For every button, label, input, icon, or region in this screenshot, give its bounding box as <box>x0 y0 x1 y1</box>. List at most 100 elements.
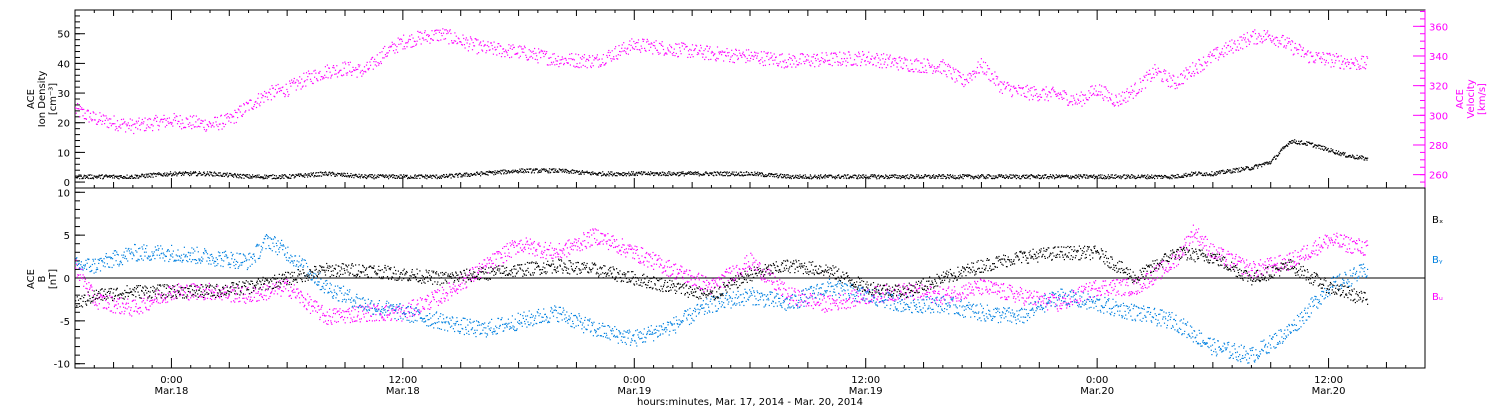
velocity-point <box>963 85 965 88</box>
density-point <box>573 170 575 172</box>
velocity-point <box>1039 93 1041 96</box>
density-point <box>868 176 870 178</box>
velocity-point <box>1001 92 1003 94</box>
bz-point <box>422 306 424 308</box>
velocity-point <box>1165 70 1167 72</box>
velocity-point <box>835 52 837 54</box>
velocity-point <box>883 53 885 55</box>
density-point <box>167 173 169 175</box>
density-point <box>1238 167 1240 169</box>
velocity-point <box>78 108 80 110</box>
velocity-point <box>521 51 523 53</box>
density-point <box>761 172 763 174</box>
density-point <box>929 175 931 177</box>
velocity-point <box>530 55 532 57</box>
velocity-point <box>997 84 999 86</box>
bz-point <box>240 290 242 292</box>
density-point <box>1287 142 1289 145</box>
velocity-point <box>866 56 868 58</box>
density-point <box>1251 168 1253 170</box>
density-point <box>116 176 118 178</box>
bz-point <box>80 276 82 279</box>
density-point <box>727 172 729 174</box>
bz-point <box>432 293 434 295</box>
velocity-point <box>1082 94 1084 96</box>
bz-point <box>385 306 387 308</box>
density-point <box>359 175 361 178</box>
velocity-point <box>1202 69 1204 71</box>
density-point <box>1338 154 1340 156</box>
velocity-point <box>1182 83 1184 85</box>
velocity-point <box>1101 85 1103 87</box>
density-point <box>724 175 726 177</box>
velocity-point <box>870 58 872 60</box>
velocity-point <box>1022 87 1024 89</box>
density-point <box>243 177 245 179</box>
velocity-point <box>81 108 83 111</box>
density-point <box>1210 174 1212 176</box>
density-point <box>1194 172 1196 174</box>
velocity-point <box>873 57 875 59</box>
velocity-point <box>866 56 868 59</box>
density-point <box>1165 175 1167 177</box>
velocity-point <box>941 72 943 75</box>
bz-point <box>298 297 301 299</box>
velocity-point <box>752 55 754 57</box>
velocity-point <box>1003 84 1005 86</box>
velocity-point <box>823 62 825 64</box>
density-point <box>1156 175 1158 177</box>
density-point <box>440 177 442 179</box>
density-point <box>676 172 678 174</box>
velocity-point <box>693 49 695 52</box>
velocity-point <box>97 121 99 123</box>
density-point <box>1261 166 1263 168</box>
density-point <box>1334 153 1336 155</box>
velocity-point <box>1324 64 1326 66</box>
velocity-point <box>755 52 757 54</box>
density-point <box>1361 155 1363 157</box>
density-point <box>231 175 233 177</box>
density-point <box>1102 177 1104 179</box>
bz-point <box>165 301 167 304</box>
bz-point <box>340 317 342 319</box>
density-point <box>344 175 346 177</box>
velocity-point <box>639 49 641 51</box>
velocity-point <box>417 36 420 38</box>
velocity-point <box>519 55 521 57</box>
density-point <box>572 169 574 171</box>
velocity-point <box>1215 57 1217 59</box>
velocity-point <box>703 50 705 52</box>
density-point <box>769 173 772 175</box>
density-point <box>751 172 753 174</box>
velocity-point <box>166 117 168 120</box>
density-point <box>162 175 164 177</box>
velocity-point <box>654 45 656 47</box>
density-point <box>826 176 828 178</box>
field-tick-label: 10 <box>57 188 70 199</box>
velocity-point <box>543 55 545 58</box>
velocity-point <box>978 72 980 74</box>
density-point <box>834 178 836 180</box>
velocity-point <box>191 116 193 118</box>
velocity-point <box>284 96 286 98</box>
density-point <box>145 173 147 175</box>
density-point <box>1026 176 1028 178</box>
velocity-point <box>729 58 731 60</box>
density-point <box>1061 174 1063 176</box>
density-point <box>150 173 152 175</box>
velocity-point <box>881 67 883 69</box>
velocity-point <box>202 120 204 122</box>
velocity-point <box>1002 83 1004 85</box>
velocity-point <box>778 63 780 65</box>
density-point <box>1236 168 1238 170</box>
density-point <box>1236 168 1238 170</box>
velocity-point <box>1087 99 1089 101</box>
density-point <box>628 175 630 177</box>
density-point <box>997 177 999 179</box>
velocity-point <box>1251 35 1253 37</box>
velocity-point <box>409 39 411 41</box>
velocity-point <box>1119 100 1121 102</box>
velocity-point <box>444 38 447 40</box>
velocity-point <box>1254 33 1257 35</box>
density-point <box>1064 176 1066 178</box>
